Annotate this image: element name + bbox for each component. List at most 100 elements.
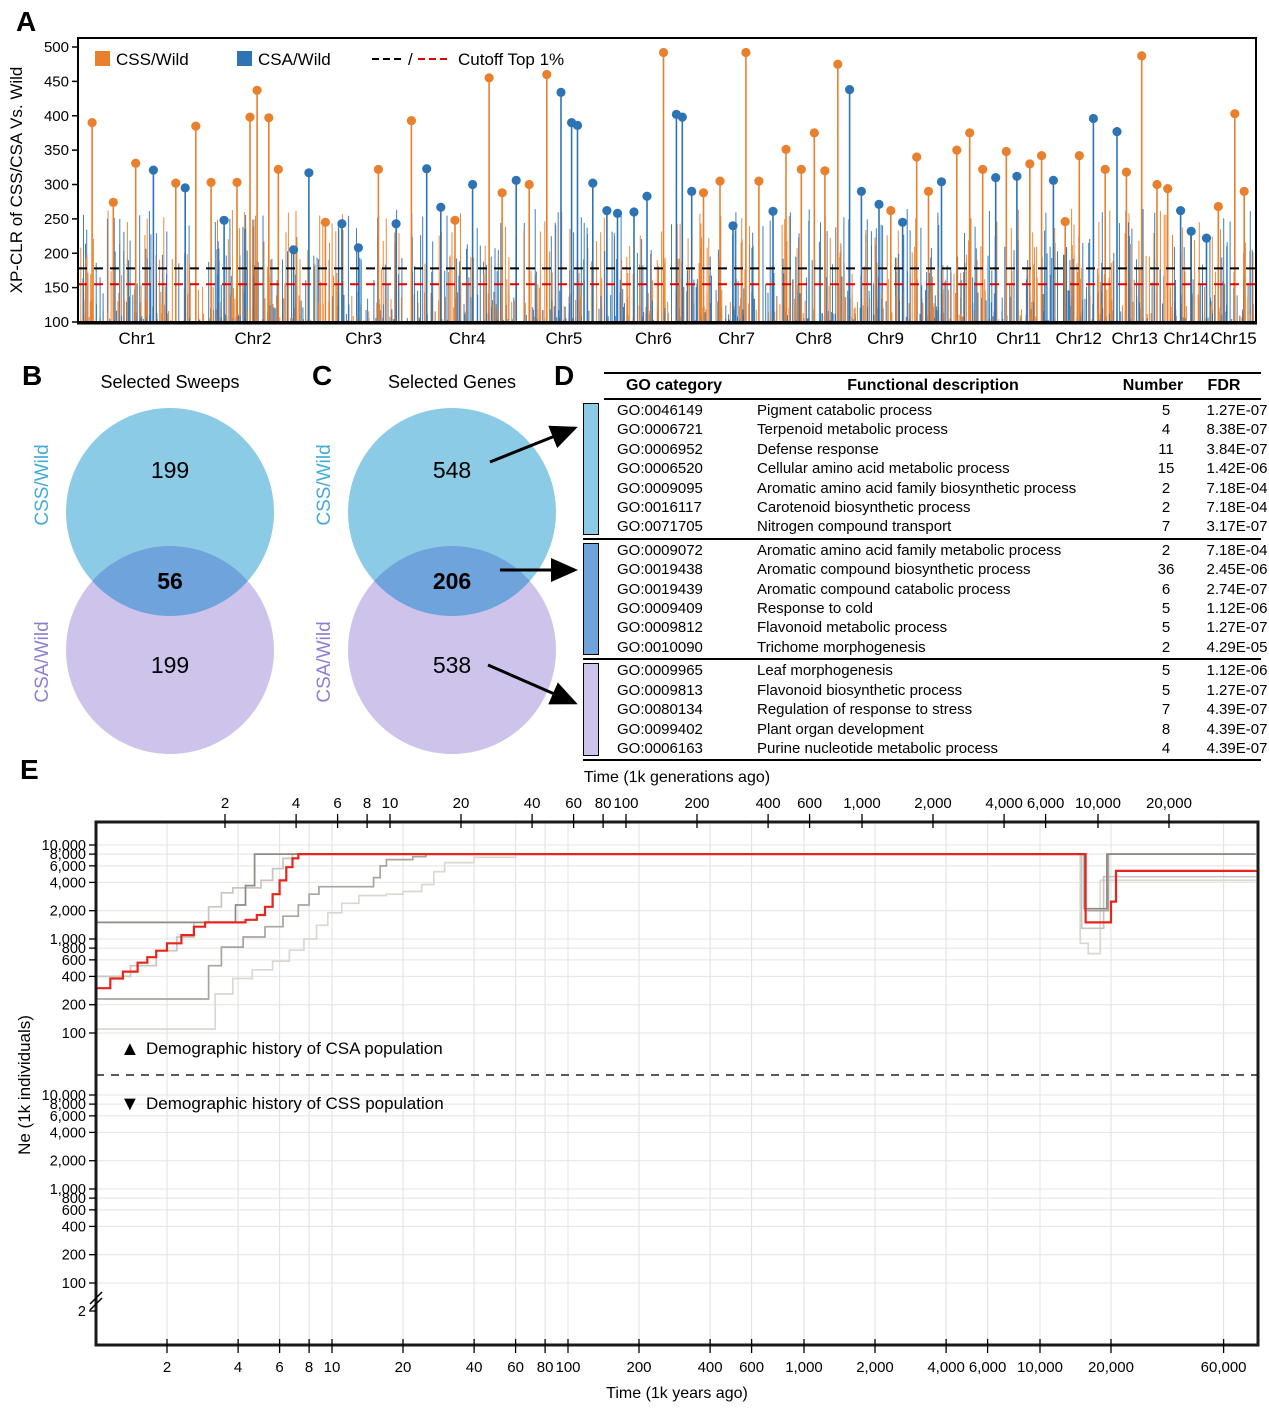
peak-dot: [191, 121, 201, 131]
venn-overlap-count: 56: [157, 568, 183, 594]
table-row: GO:0099402 Plant organ development 8 4.39E-…: [605, 720, 1269, 739]
top-axis-title: Time (1k generations ago): [584, 769, 770, 786]
venn-title: Selected Sweeps: [100, 372, 239, 392]
bottom-tick-label: 2,000: [856, 1359, 894, 1376]
go-description: Flavonoid metabolic process: [757, 619, 948, 637]
peak-dot: [936, 177, 947, 187]
legend: CSS/Wild CSA/Wild / Cutoff Top 1%: [95, 50, 564, 69]
go-fdr: 7.18E-04: [1206, 499, 1268, 517]
go-fdr: 4.39E-07: [1206, 739, 1268, 757]
go-description: Plant organ development: [757, 720, 924, 738]
chromosome-label: Chr12: [1056, 329, 1102, 348]
bottom-tick-label: 60: [507, 1359, 524, 1376]
peak-dot: [629, 207, 639, 217]
plot-frame: [94, 820, 1260, 1347]
venn-bottom-count: 538: [433, 652, 471, 678]
bottom-tick-label: 4,000: [927, 1359, 965, 1376]
peak-dot: [171, 178, 181, 188]
down-triangle-icon: ▼: [120, 1093, 140, 1115]
chromosome-label: Chr8: [795, 329, 832, 348]
go-description: Terpenoid metabolic process: [757, 421, 948, 439]
bottom-tick-label: 2: [163, 1359, 171, 1376]
top-tick-label: 20: [453, 795, 470, 812]
peak-dot: [556, 87, 566, 97]
y-tick-label: 4,000: [50, 875, 86, 891]
table-row: GO:0009409 Response to cold 5 1.12E-06: [605, 599, 1269, 618]
y-tick-label: 600: [62, 1203, 86, 1219]
y-tick-label: 450: [44, 73, 69, 90]
median-line: [97, 853, 1257, 990]
venn-overlap: [348, 546, 556, 616]
peak-dot: [1112, 127, 1122, 137]
bottom-tick-label: 6,000: [969, 1359, 1007, 1376]
column-header: Number: [1122, 377, 1184, 394]
panel-bc-venn-and-arrows: Selected Sweeps19956199CSS/WildCSA/WildS…: [32, 372, 578, 754]
group-rows: GO:0009072 Aromatic amino acid family met…: [605, 541, 1269, 657]
y-tick-label: 200: [62, 998, 86, 1014]
plot-bg: [96, 822, 1258, 1345]
legend-cutoff-label: Cutoff Top 1%: [458, 50, 564, 69]
chromosome-label: Chr6: [635, 329, 672, 348]
y-tick-label: 200: [62, 1248, 86, 1264]
peak-dot: [642, 191, 652, 201]
top-tick-label: 40: [524, 795, 541, 812]
group-rows: GO:0009965 Leaf morphogenesis 5 1.12E-06 GO:…: [605, 661, 1269, 758]
go-fdr: 7.18E-04: [1206, 479, 1268, 497]
y-tick-label: 100: [62, 1276, 86, 1292]
go-fdr: 1.27E-07: [1206, 619, 1268, 637]
top-tick-label: 2: [221, 795, 229, 812]
go-description: Regulation of response to stress: [757, 701, 973, 719]
top-tick-label: 10,000: [1075, 795, 1121, 812]
peak-dot: [511, 175, 521, 185]
bottom-tick-label: 10,000: [1017, 1359, 1063, 1376]
table-row: GO:0071705 Nitrogen compound transport 7 3.…: [605, 517, 1269, 536]
go-fdr: 3.84E-07: [1206, 440, 1268, 458]
peak-dot: [337, 219, 347, 229]
peak-dot: [768, 206, 778, 216]
table-row: GO:0016117 Carotenoid biosynthetic proces…: [605, 498, 1269, 517]
venn-top-side-label: CSS/Wild: [32, 444, 53, 525]
table-row: GO:0009812 Flavonoid metabolic process 5 1.…: [605, 618, 1269, 637]
venn-top-side-label: CSS/Wild: [314, 444, 335, 525]
bottom-tick-label: 20,000: [1088, 1359, 1134, 1376]
peak-dot: [1025, 159, 1035, 169]
peak-dot: [1048, 175, 1058, 185]
peak-dot: [1121, 167, 1131, 177]
peak-dot: [1230, 109, 1240, 119]
peak-dot: [353, 243, 363, 253]
css-annotation: Demographic history of CSS population: [146, 1094, 444, 1113]
top-tick-label: 4: [292, 795, 300, 812]
go-id: GO:0071705: [617, 518, 703, 536]
peak-dot: [715, 176, 725, 186]
go-fdr: 1.27E-07: [1206, 402, 1268, 419]
panel-label-b: B: [22, 360, 43, 391]
go-fdr: 2.74E-07: [1206, 580, 1268, 598]
peak-dot: [965, 128, 975, 138]
go-number: 36: [1157, 561, 1175, 579]
go-id: GO:0019439: [617, 580, 703, 598]
y-tick-label: 400: [44, 108, 69, 125]
go-number: 11: [1158, 440, 1174, 458]
group-color-bar: [583, 542, 599, 656]
y-tick-label: 1,000: [50, 932, 86, 948]
go-number: 8: [1161, 720, 1171, 738]
go-description: Aromatic amino acid family metabolic pro…: [757, 541, 1062, 559]
y-tick-label: 8,000: [50, 1097, 86, 1113]
venn-bottom-side-label: CSA/Wild: [32, 621, 53, 702]
go-description: Defense response: [757, 440, 879, 458]
y-tick-label: 400: [62, 969, 86, 985]
peak-dot: [1074, 151, 1084, 161]
bottom-tick-label: 6: [275, 1359, 283, 1376]
peak-dot: [856, 186, 867, 196]
peak-dot: [809, 128, 819, 138]
legend-csa-label: CSA/Wild: [258, 50, 331, 69]
group-color-bar: [583, 403, 599, 535]
background-needles: [79, 209, 1254, 322]
bottom-tick-label: 80: [537, 1359, 554, 1376]
peak-lollipops: [87, 47, 1249, 322]
venn-bottom-count: 199: [151, 652, 189, 678]
venn-title: Selected Genes: [388, 372, 516, 392]
peak-dot: [677, 112, 687, 122]
table-row: GO:0019438 Aromatic compound biosynthetic…: [605, 560, 1269, 579]
peak-dot: [148, 165, 158, 175]
